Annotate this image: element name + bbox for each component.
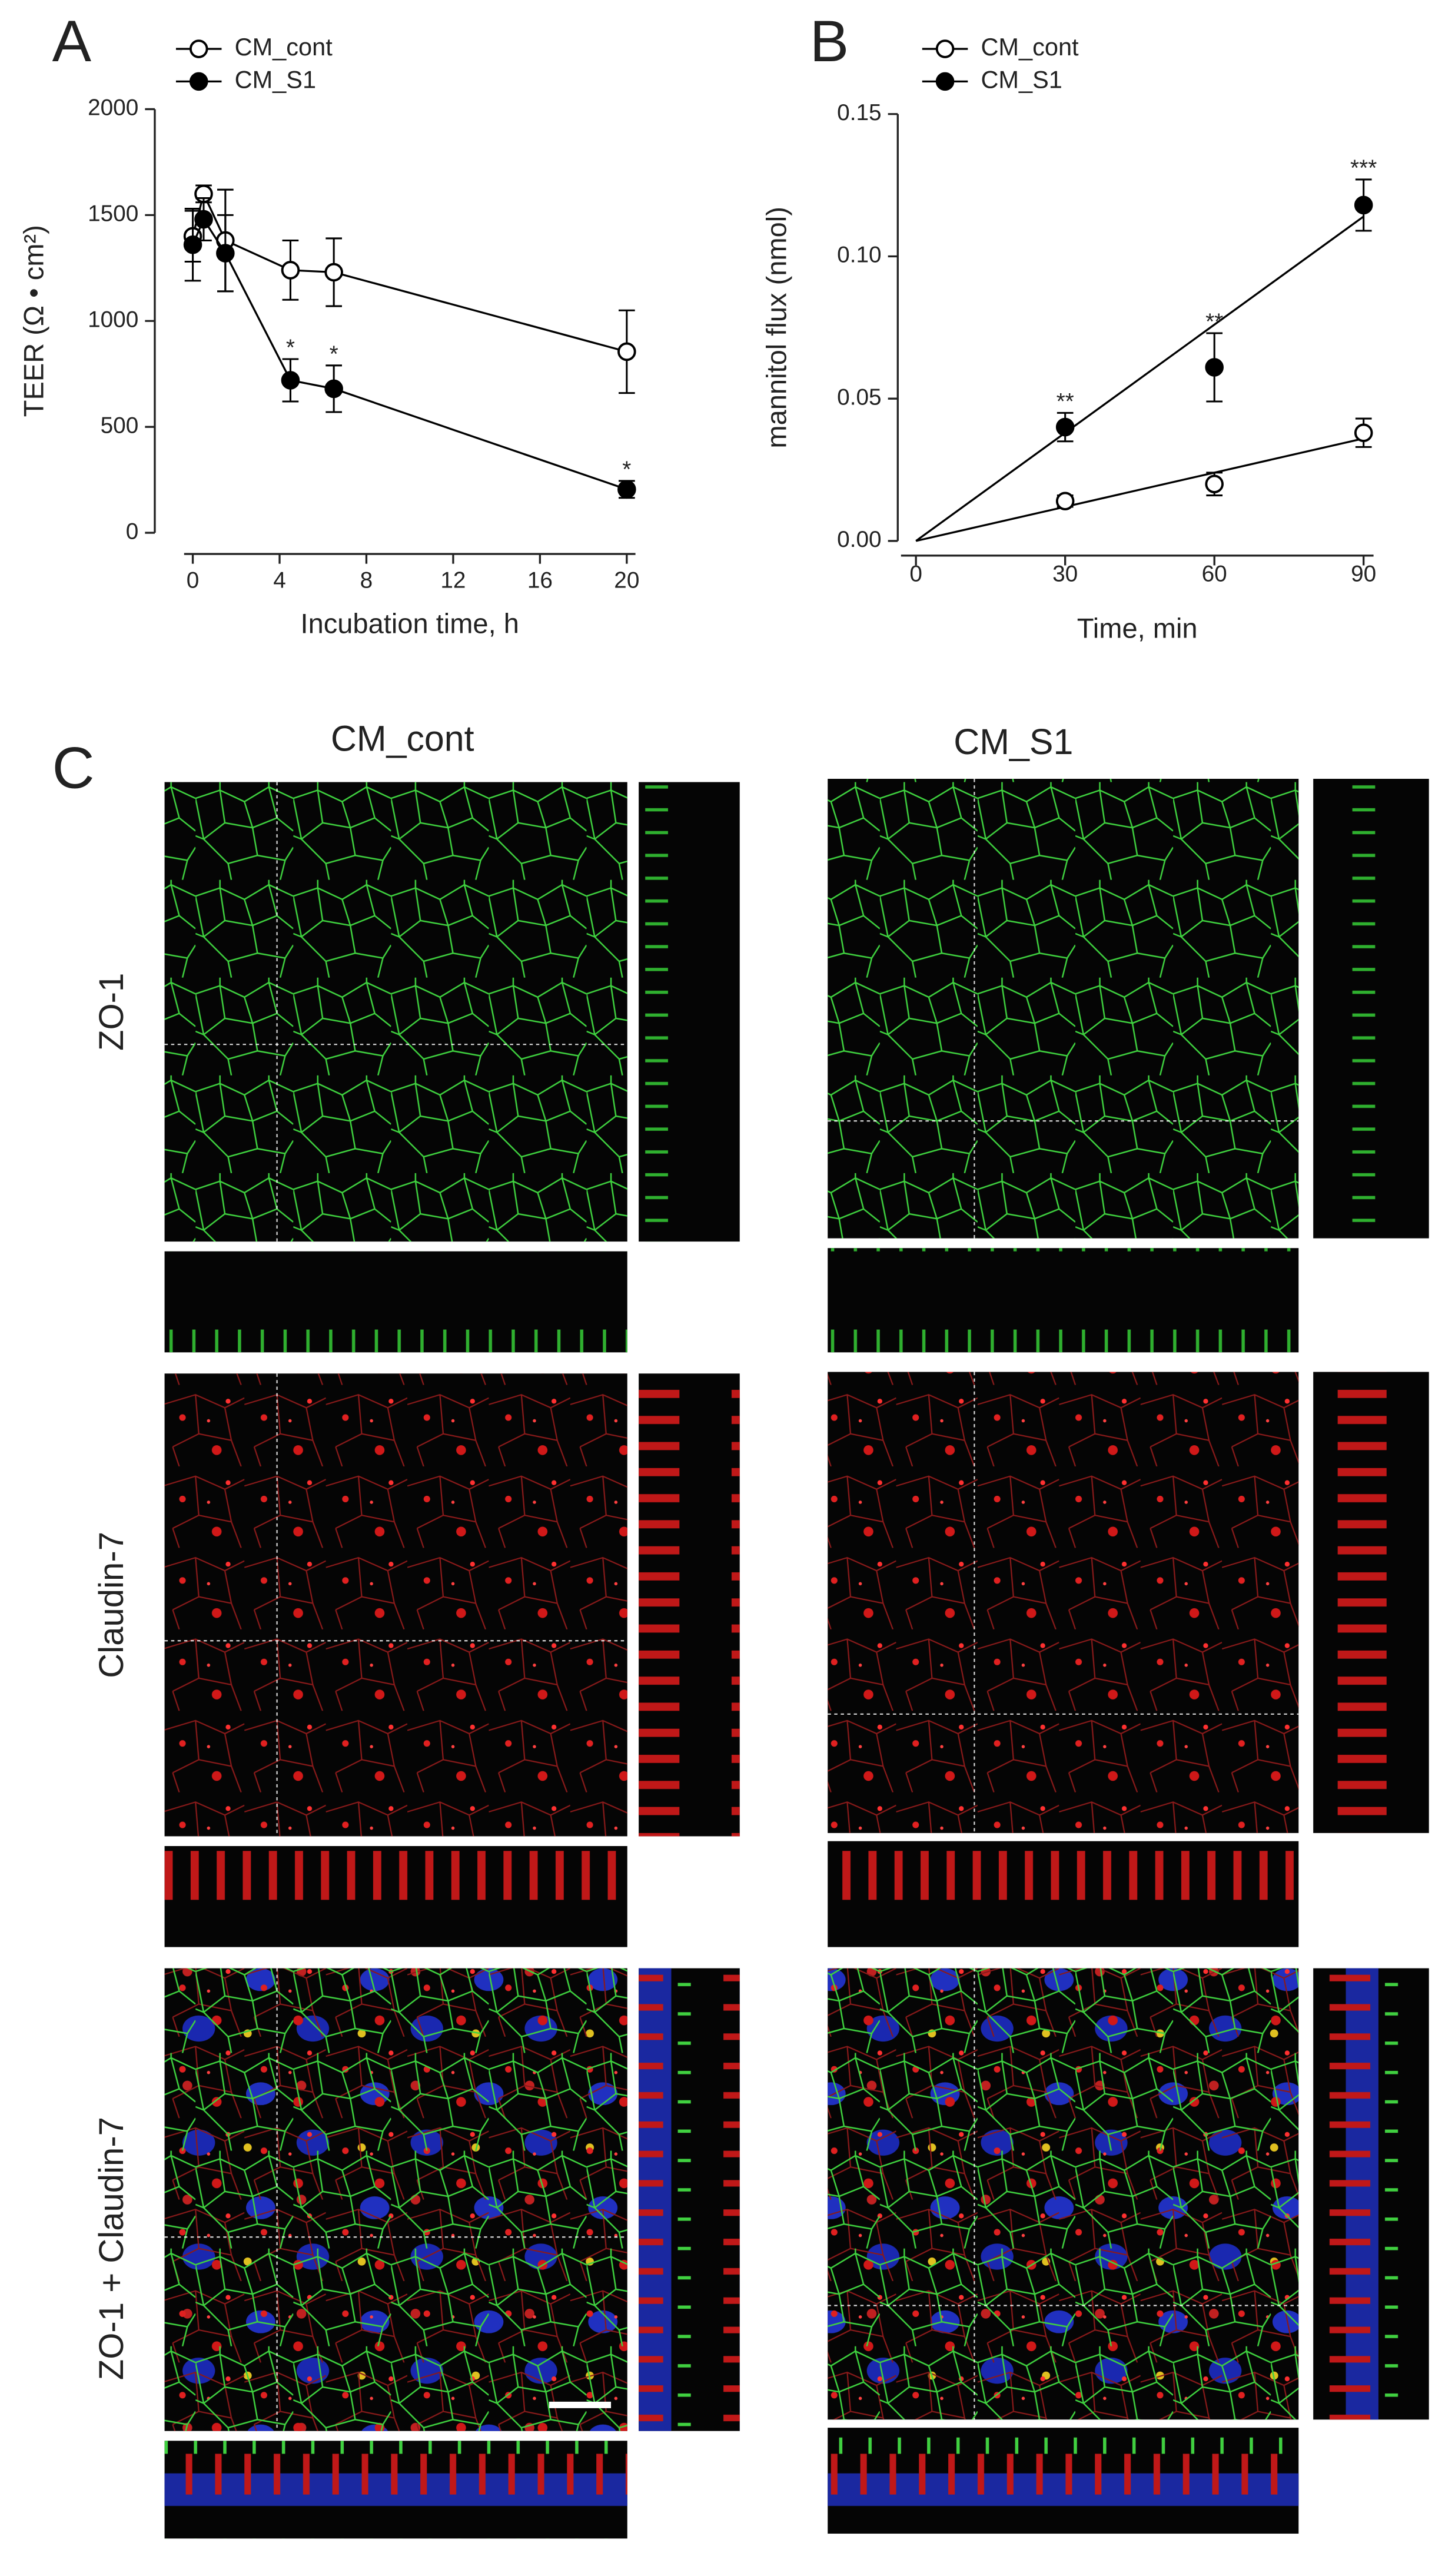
bottom-section-texture	[164, 2441, 627, 2539]
micrograph-texture	[828, 779, 1299, 1239]
legend-label: CM_S1	[981, 65, 1062, 93]
legend-marker	[935, 72, 955, 91]
marker	[324, 263, 343, 282]
micrograph-texture	[164, 1373, 627, 1837]
legend-label: CM_S1	[235, 65, 316, 93]
side-section-texture	[639, 782, 740, 1242]
y-tick-label: 1000	[88, 307, 138, 333]
marker	[617, 342, 636, 361]
fit-line	[915, 437, 1364, 542]
side-section-texture	[1313, 779, 1429, 1239]
x-tick-label: 20	[614, 567, 639, 593]
x-tick-label: 12	[440, 567, 466, 593]
significance-label: **	[1057, 389, 1074, 414]
significance-label: ***	[1350, 156, 1377, 181]
row-label: ZO-1	[92, 973, 131, 1051]
panel-label: B	[810, 9, 849, 74]
y-tick-label: 0	[126, 519, 139, 544]
x-tick-label: 0	[909, 561, 922, 586]
x-tick-label: 30	[1052, 561, 1078, 586]
column-title: CM_S1	[954, 722, 1073, 762]
y-tick-label: 0.15	[837, 100, 881, 125]
significance-label: *	[286, 336, 295, 361]
x-tick-label: 60	[1202, 561, 1227, 586]
marker	[324, 379, 343, 399]
row-label: ZO-1 + Claudin-7	[92, 2117, 131, 2380]
micrograph-texture	[828, 1372, 1299, 1833]
x-axis-label: Time, min	[1077, 613, 1198, 644]
legend-label: CM_cont	[981, 33, 1079, 61]
x-tick-label: 0	[187, 567, 200, 593]
legend-label: CM_cont	[235, 33, 333, 61]
micrograph-texture	[164, 1968, 627, 2431]
chart-a: 0 500 1000 1500 2000 0 4 8 12 16 20 Incubation time…	[18, 33, 639, 639]
y-axis-label: TEER (Ω • cm²)	[18, 225, 49, 417]
bottom-section-texture	[164, 1845, 627, 1947]
significance-label: *	[330, 341, 338, 367]
marker	[1205, 358, 1224, 377]
y-tick-label: 0.10	[837, 243, 881, 268]
y-tick-label: 500	[101, 413, 139, 438]
significance-label: **	[1205, 310, 1223, 335]
y-tick-label: 1500	[88, 201, 138, 227]
side-section-texture	[639, 1968, 740, 2431]
fit-line	[915, 215, 1364, 542]
series-line	[192, 217, 627, 490]
x-tick-label: 8	[360, 567, 373, 593]
marker	[617, 480, 636, 499]
bottom-section-texture	[828, 1841, 1299, 1947]
marker	[1055, 417, 1075, 437]
x-tick-label: 90	[1351, 561, 1376, 586]
y-tick-label: 0.00	[837, 527, 881, 552]
chart-b: 0.00 0.05 0.10 0.15 0 30 60 90 Time, min mannitol…	[761, 33, 1377, 644]
significance-label: *	[622, 457, 631, 483]
marker	[183, 235, 202, 254]
x-axis-label: Incubation time, h	[301, 608, 519, 639]
panel-label: A	[52, 9, 92, 74]
series-line	[191, 191, 627, 353]
x-tick-label: 4	[273, 567, 286, 593]
legend-marker	[935, 39, 955, 58]
bottom-section-texture	[828, 2428, 1299, 2534]
legend-marker	[189, 39, 208, 58]
micrographs: CM_cont CM_S1 ZO-1 Claudin-7 ZO-1 + Clau…	[92, 718, 1429, 2539]
side-section-texture	[639, 1373, 740, 1837]
marker	[1055, 492, 1075, 511]
y-tick-label: 0.05	[837, 384, 881, 410]
marker	[216, 244, 235, 263]
legend-marker	[189, 72, 208, 91]
bottom-section-texture	[828, 1248, 1299, 1353]
marker	[281, 261, 300, 280]
x-tick-label: 16	[527, 567, 553, 593]
side-section-texture	[1313, 1372, 1429, 1833]
row-label: Claudin-7	[92, 1532, 131, 1678]
micrograph-texture	[164, 782, 627, 1242]
panel-label: C	[52, 735, 95, 801]
column-title: CM_cont	[331, 718, 474, 758]
bottom-section-texture	[164, 1251, 627, 1353]
marker	[1354, 195, 1373, 215]
micrograph-texture	[828, 1968, 1299, 2420]
marker	[194, 210, 213, 229]
marker	[1354, 423, 1373, 442]
marker	[281, 371, 300, 390]
side-section-texture	[1313, 1968, 1429, 2420]
y-tick-label: 2000	[88, 95, 138, 121]
y-axis-label: mannitol flux (nmol)	[761, 207, 792, 448]
marker	[1205, 474, 1224, 494]
